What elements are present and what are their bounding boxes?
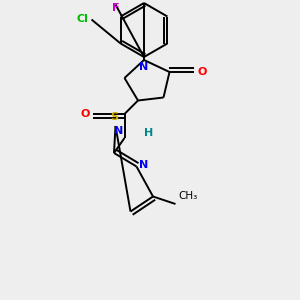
Text: N: N	[140, 61, 148, 71]
Text: N: N	[139, 160, 148, 170]
Text: Cl: Cl	[76, 14, 88, 25]
Text: N: N	[114, 127, 123, 136]
Text: CH₃: CH₃	[178, 191, 198, 201]
Text: H: H	[144, 128, 153, 138]
Text: O: O	[197, 67, 206, 77]
Text: O: O	[80, 109, 89, 119]
Text: S: S	[110, 112, 118, 122]
Text: F: F	[112, 3, 119, 13]
